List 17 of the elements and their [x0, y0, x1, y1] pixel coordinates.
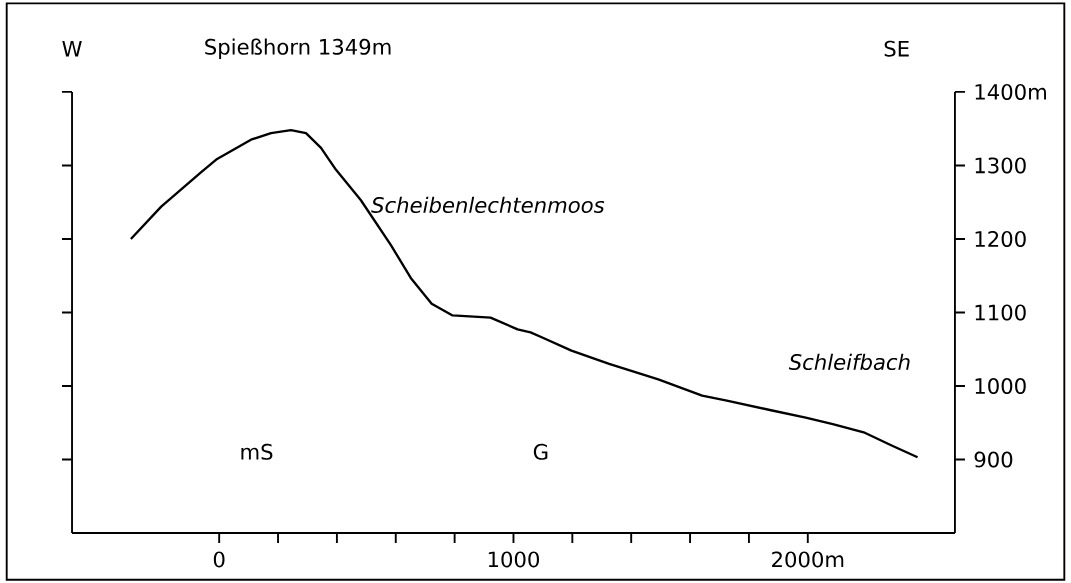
text: SE	[884, 40, 909, 57]
x-tick-label: 2000m	[772, 551, 844, 568]
x-tick-label: 1000	[488, 551, 539, 568]
y-tick-label: 1400m	[975, 83, 1046, 100]
annotation: G	[533, 443, 548, 460]
line-series	[129, 128, 919, 459]
text: W	[62, 40, 82, 57]
y-tick-label: 1200	[975, 230, 1026, 247]
y-tick-label: 1300	[975, 157, 1026, 174]
annotation: Schleifbach	[788, 353, 910, 371]
y-tick-label: 1100	[975, 304, 1026, 321]
annotation: Scheibenlechtenmoos	[371, 196, 605, 214]
annotation: mS	[241, 443, 273, 460]
x-tick-label: 0	[213, 551, 225, 568]
y-tick-label: 900	[974, 451, 1013, 468]
y-tick-label: 1000	[975, 377, 1026, 394]
text: Spießhorn 1349m	[205, 38, 391, 59]
